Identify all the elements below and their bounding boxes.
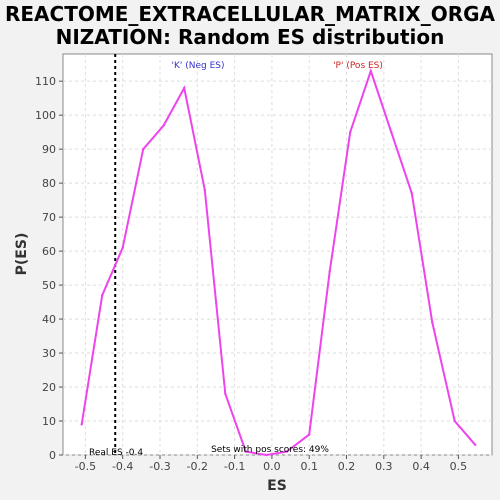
x-tick-label: -0.2 bbox=[187, 460, 208, 473]
x-tick-label: 0.2 bbox=[338, 460, 356, 473]
data-point bbox=[244, 450, 247, 453]
y-tick-label: 70 bbox=[42, 211, 56, 224]
plot-area bbox=[62, 53, 493, 456]
x-tick-label: 0.0 bbox=[263, 460, 281, 473]
chart-title-line2: NIZATION: Random ES distribution bbox=[56, 25, 445, 49]
data-point bbox=[453, 419, 456, 423]
y-tick-label: 90 bbox=[42, 143, 56, 156]
chart-title-line1: REACTOME_EXTRACELLULAR_MATRIX_ORGA bbox=[5, 2, 496, 26]
pos-es-label: 'P' (Pos ES) bbox=[333, 61, 383, 71]
data-point bbox=[285, 450, 289, 453]
x-tick-label: -0.5 bbox=[75, 460, 96, 473]
y-tick-label: 10 bbox=[42, 415, 56, 428]
data-point bbox=[183, 86, 186, 90]
y-tick-label: 30 bbox=[42, 347, 56, 360]
x-axis: -0.5 -0.4 -0.3 -0.2 -0.1 0.0 0.1 0.2 0.3 0.4 0.5 bbox=[75, 455, 468, 473]
x-tick-label: 0.4 bbox=[412, 460, 430, 473]
data-point bbox=[100, 294, 104, 297]
data-point bbox=[349, 130, 352, 134]
y-tick-label: 20 bbox=[42, 381, 56, 394]
data-point bbox=[142, 147, 145, 151]
y-axis-label: P(ES) bbox=[14, 233, 30, 276]
y-tick-label: 50 bbox=[42, 279, 56, 292]
data-point bbox=[431, 321, 434, 324]
data-point bbox=[265, 453, 268, 457]
data-point bbox=[203, 188, 206, 192]
x-tick-label: -0.1 bbox=[224, 460, 245, 473]
y-tick-label: 100 bbox=[35, 109, 56, 122]
es-distribution-line bbox=[80, 67, 476, 457]
x-tick-label: 0.5 bbox=[450, 460, 468, 473]
data-point bbox=[121, 246, 124, 249]
y-tick-label: 60 bbox=[42, 245, 56, 258]
y-tick-label: 40 bbox=[42, 313, 56, 326]
x-axis-label: ES bbox=[267, 478, 287, 494]
data-point bbox=[369, 69, 372, 73]
data-point bbox=[308, 433, 311, 436]
neg-es-label: 'K' (Neg ES) bbox=[172, 61, 225, 71]
x-tick-label: 0.3 bbox=[375, 460, 393, 473]
data-point bbox=[410, 192, 413, 195]
data-point bbox=[80, 423, 83, 426]
x-tick-label: -0.4 bbox=[112, 460, 133, 473]
y-tick-label: 110 bbox=[35, 75, 56, 88]
pos-score-footer: Sets with pos scores: 49% bbox=[211, 445, 329, 455]
data-point bbox=[390, 130, 393, 134]
x-tick-label: 0.1 bbox=[300, 460, 318, 473]
data-point bbox=[224, 392, 227, 396]
y-axis: 0 10 20 30 40 50 60 70 80 90 100 110 bbox=[35, 75, 63, 462]
data-point bbox=[162, 124, 165, 127]
data-point bbox=[328, 270, 331, 273]
x-tick-label: -0.3 bbox=[149, 460, 170, 473]
real-es-label: Real ES -0.4 bbox=[89, 448, 143, 458]
data-points bbox=[80, 69, 477, 457]
data-point bbox=[474, 443, 477, 447]
grid bbox=[63, 54, 492, 456]
y-tick-label: 80 bbox=[42, 177, 56, 190]
y-tick-label: 0 bbox=[49, 449, 56, 462]
